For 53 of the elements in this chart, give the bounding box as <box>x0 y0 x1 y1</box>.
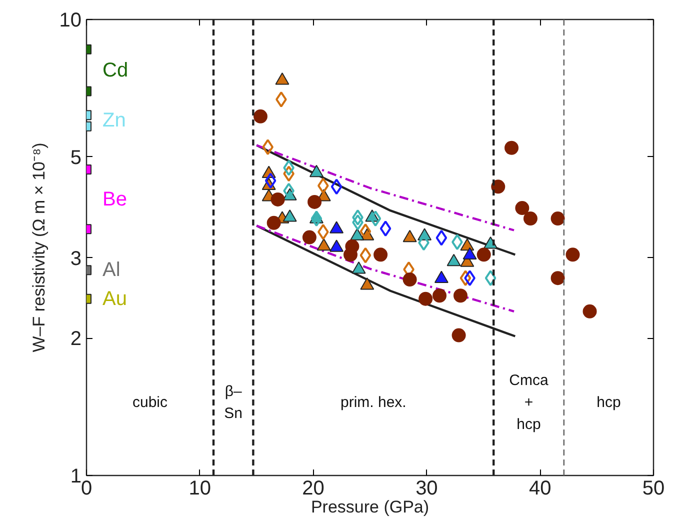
point <box>515 201 530 216</box>
point <box>432 288 447 303</box>
y-tick-label: 1 <box>70 466 82 488</box>
point <box>452 328 466 342</box>
series-label: Zn <box>102 110 126 132</box>
point <box>550 212 565 226</box>
series-label: Cd <box>102 59 128 82</box>
point <box>270 192 285 206</box>
point <box>302 230 316 244</box>
point <box>453 288 468 303</box>
y-axis-title: W–F resistivity (Ω m × 10⁻⁸) <box>29 142 48 352</box>
point <box>491 180 506 194</box>
series-label: Be <box>102 188 127 210</box>
point <box>380 220 392 237</box>
x-tick-label: 30 <box>416 478 438 500</box>
point <box>418 292 433 306</box>
point <box>460 270 472 286</box>
point <box>484 270 496 286</box>
point <box>264 172 276 189</box>
point <box>266 216 281 230</box>
point <box>310 210 322 227</box>
x-tick-label: 0 <box>80 478 92 500</box>
y-tick-label: 10 <box>59 10 82 32</box>
annotation: prim. hex. <box>340 394 406 412</box>
x-tick-label: 10 <box>188 478 212 500</box>
point <box>476 248 491 262</box>
annotation: hcp <box>596 394 621 412</box>
x-axis-title: Pressure (GPa) <box>310 498 430 516</box>
y-tick-label: 2 <box>70 328 82 350</box>
annotation: β– Sn <box>224 382 243 422</box>
y-tick-label: 3 <box>70 248 82 270</box>
x-tick-label: 40 <box>528 478 552 500</box>
x-tick-label: 50 <box>642 478 665 500</box>
x-tick-label: 20 <box>302 478 324 500</box>
point <box>582 304 597 318</box>
point <box>253 109 268 124</box>
annotation: cubic <box>132 394 168 412</box>
point <box>330 178 342 195</box>
point <box>402 272 417 287</box>
point <box>374 248 388 262</box>
y-tick-label: 5 <box>70 146 82 169</box>
point <box>523 212 538 226</box>
point <box>436 230 448 246</box>
point <box>343 248 358 262</box>
annotation: Cmca + hcp <box>509 372 550 434</box>
point <box>308 194 322 209</box>
point <box>370 210 382 227</box>
point <box>360 247 372 264</box>
series-label: Au <box>102 288 127 310</box>
point <box>550 271 565 286</box>
series-label: Al <box>102 259 120 282</box>
point <box>504 140 519 155</box>
point <box>566 248 580 262</box>
